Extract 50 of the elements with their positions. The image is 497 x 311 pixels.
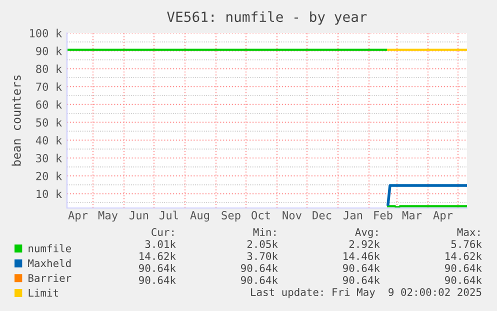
text: 90.64k — [241, 264, 278, 272]
x-tick-label: May — [98, 211, 118, 222]
x-tick-label: Feb — [374, 210, 392, 220]
legend-label: Limit — [28, 288, 58, 297]
y-tick-label: 60 k — [36, 100, 62, 109]
y-tick-label: 20 k — [36, 172, 62, 180]
x-tick-label: Jan — [344, 211, 362, 220]
x-tick-label: Jul — [160, 210, 178, 220]
text: 5.76k — [451, 240, 482, 248]
y-tick-label: 80 k — [36, 64, 62, 74]
legend-label: Maxheld — [28, 259, 71, 268]
legend-label: numfile — [28, 244, 71, 252]
y-axis-title: bean counters — [12, 75, 21, 166]
text: 90.64k — [445, 264, 482, 272]
text: 90.64k — [343, 276, 380, 284]
y-tick-label: 30 k — [36, 154, 62, 162]
legend-label: Barrier — [28, 274, 72, 282]
text: Min: — [253, 228, 276, 236]
text: Cur: — [152, 228, 174, 236]
text: Last update: Fri May 9 02:00:02 2025 — [251, 288, 482, 298]
x-tick-label: Oct — [252, 211, 270, 220]
text: 90.64k — [241, 276, 278, 284]
text: Avg: — [355, 228, 378, 238]
y-tick-label: 50 k — [36, 118, 62, 127]
text: 2.05k — [247, 240, 278, 248]
chart-title: VE561: numfile - by year — [167, 11, 367, 25]
y-tick-label: 10 k — [36, 190, 62, 198]
y-tick-label: 90 k — [36, 46, 62, 56]
text: 90.64k — [445, 276, 482, 284]
text: Max: — [457, 228, 480, 236]
x-tick-label: Sep — [222, 211, 240, 222]
text: 14.62k — [140, 252, 176, 260]
text: 90.64k — [343, 264, 380, 272]
text: 3.01k — [145, 240, 176, 248]
text: 90.64k — [139, 264, 176, 272]
x-tick-label: Apr — [433, 211, 453, 222]
text: 2.92k — [349, 240, 380, 248]
x-tick-label: Aug — [190, 211, 209, 222]
x-tick-label: Nov — [282, 211, 302, 220]
y-tick-label: 70 k — [36, 82, 62, 91]
x-tick-label: Dec — [312, 211, 332, 220]
x-tick-label: Apr — [68, 211, 88, 222]
y-tick-label: 40 k — [36, 136, 62, 145]
y-tick-label: 100 k — [30, 28, 62, 38]
x-tick-label: Mar — [402, 211, 422, 220]
text: 3.70k — [247, 252, 278, 260]
x-tick-label: Jun — [130, 211, 148, 220]
text: 14.62k — [446, 252, 482, 260]
text: 90.64k — [139, 276, 176, 284]
text: 14.46k — [344, 252, 380, 260]
